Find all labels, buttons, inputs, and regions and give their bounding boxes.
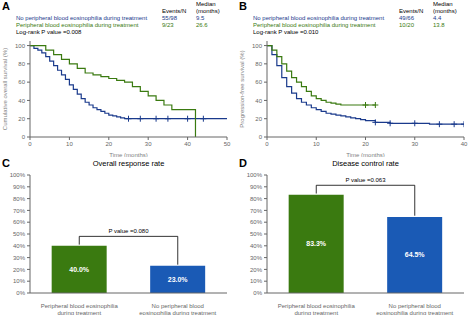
svg-text:0: 0 (259, 134, 263, 140)
html-text:D: D (239, 157, 247, 169)
svg-text:60: 60 (255, 79, 262, 85)
svg-text:30%: 30% (13, 255, 26, 261)
svg-text:40: 40 (18, 98, 25, 104)
svg-text:80%: 80% (250, 196, 263, 202)
svg-text:10: 10 (313, 141, 320, 147)
svg-text:20%: 20% (250, 267, 263, 273)
html-text:49/66: 49/66 (399, 15, 414, 21)
svg-text:No peripheral bloodeosinophili: No peripheral bloodeosinophilia during t… (139, 303, 216, 315)
svg-text:40: 40 (184, 141, 191, 147)
svg-text:40%: 40% (13, 243, 26, 249)
html-text:Log-rank P value =0.010: Log-rank P value =0.010 (253, 29, 319, 35)
svg-text:0%: 0% (253, 290, 262, 296)
svg-text:80: 80 (255, 61, 262, 67)
svg-text:23.0%: 23.0% (168, 276, 189, 283)
svg-text:20: 20 (362, 141, 369, 147)
html-text:Overall response rate: Overall response rate (92, 159, 165, 168)
svg-text:P value =0.063: P value =0.063 (345, 177, 386, 183)
svg-text:0: 0 (28, 141, 32, 147)
svg-text:0%: 0% (16, 290, 25, 296)
html-text:13.8: 13.8 (433, 22, 445, 28)
html-text:10/20: 10/20 (399, 22, 414, 28)
svg-text:30: 30 (145, 141, 152, 147)
svg-text:50%: 50% (250, 231, 263, 237)
svg-text:100: 100 (252, 43, 263, 49)
svg-text:80%: 80% (13, 196, 26, 202)
html-text:Peripheral blood eosinophilia: Peripheral blood eosinophilia during tre… (253, 22, 376, 28)
html-text:B: B (239, 0, 247, 12)
svg-text:Peripheral blood eosinophiliad: Peripheral blood eosinophiliaduring trea… (41, 303, 119, 315)
svg-text:40: 40 (255, 98, 262, 104)
html-text:55/98: 55/98 (162, 15, 177, 21)
svg-text:70%: 70% (13, 208, 26, 214)
svg-text:50%: 50% (13, 231, 26, 237)
svg-text:20: 20 (105, 141, 112, 147)
html-text:Events/N: Events/N (162, 8, 187, 14)
svg-text:P value =0.080: P value =0.080 (108, 228, 149, 234)
svg-text:Cumulative overall survival (%: Cumulative overall survival (%) (8, 48, 9, 130)
svg-text:90%: 90% (250, 184, 263, 190)
svg-text:100: 100 (15, 43, 26, 49)
html-text:9.5: 9.5 (196, 15, 205, 21)
svg-text:100%: 100% (10, 172, 26, 178)
html-text:Disease control rate: Disease control rate (332, 159, 399, 168)
svg-text:60: 60 (18, 79, 25, 85)
svg-text:Time (months): Time (months) (346, 152, 384, 157)
html-text:C: C (2, 157, 10, 169)
html-text:A: A (2, 0, 10, 12)
svg-text:60%: 60% (13, 219, 26, 225)
html-text:9/23: 9/23 (162, 22, 174, 28)
svg-text:70%: 70% (250, 208, 263, 214)
svg-text:40.0%: 40.0% (69, 266, 90, 273)
svg-text:60%: 60% (250, 219, 263, 225)
html-text:Median (months): Median (months) (433, 1, 457, 14)
svg-text:20: 20 (255, 116, 262, 122)
svg-text:Peripheral blood eosinophiliad: Peripheral blood eosinophiliaduring trea… (278, 303, 356, 315)
html-text:26.6: 26.6 (196, 22, 208, 28)
svg-text:Progression-free survival (%): Progression-free survival (%) (239, 50, 245, 127)
svg-text:10%: 10% (13, 278, 26, 284)
svg-text:50: 50 (224, 141, 231, 147)
html-text:No peripheral blood eosinophil: No peripheral blood eosinophilia during … (253, 15, 385, 21)
html-text:Events/N: Events/N (399, 8, 424, 14)
svg-text:40: 40 (461, 141, 466, 147)
svg-text:90%: 90% (13, 184, 26, 190)
svg-text:100%: 100% (247, 172, 263, 178)
html-text:No peripheral blood eosinophil: No peripheral blood eosinophilia during … (16, 15, 148, 21)
svg-text:40%: 40% (250, 243, 263, 249)
svg-text:20: 20 (18, 116, 25, 122)
svg-text:10%: 10% (250, 278, 263, 284)
svg-text:0: 0 (22, 134, 26, 140)
svg-text:No peripheral bloodeosinophili: No peripheral bloodeosinophilia during t… (376, 303, 453, 315)
html-text:Median (months): Median (months) (196, 1, 220, 14)
svg-text:10: 10 (66, 141, 73, 147)
svg-text:83.3%: 83.3% (306, 240, 327, 247)
svg-text:80: 80 (18, 61, 25, 67)
svg-text:Time (months): Time (months) (109, 152, 147, 157)
html-text:4.4: 4.4 (433, 15, 442, 21)
svg-text:64.5%: 64.5% (405, 251, 426, 258)
svg-text:20%: 20% (13, 267, 26, 273)
html-text:Peripheral blood eosinophilia: Peripheral blood eosinophilia during tre… (16, 22, 139, 28)
svg-text:30: 30 (411, 141, 418, 147)
html-text:Log-rank P value =0.008: Log-rank P value =0.008 (16, 29, 82, 35)
svg-text:0: 0 (265, 141, 269, 147)
svg-text:30%: 30% (250, 255, 263, 261)
